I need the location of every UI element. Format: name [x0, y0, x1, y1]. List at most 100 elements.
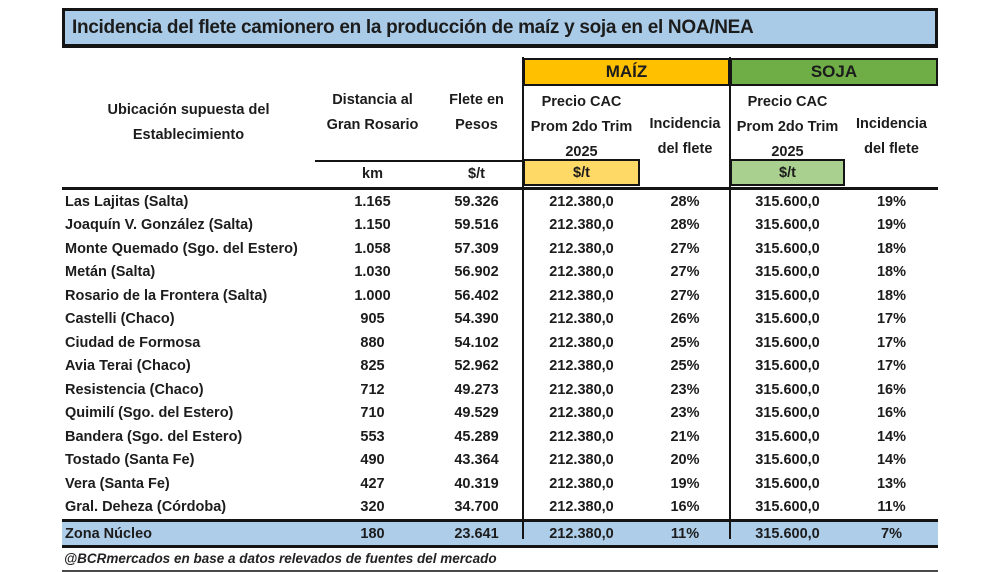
total-row-zona-nucleo: Zona Núcleo 180 23.641 212.380,0 11% 315… — [62, 519, 938, 548]
table-row: Tostado (Santa Fe) 490 43.364 212.380,0 … — [62, 449, 938, 473]
cell-location: Rosario de la Frontera (Salta) — [65, 287, 268, 304]
cell-soja-price: 315.600,0 — [755, 217, 820, 234]
cell-maiz-incidence: 19% — [670, 475, 700, 492]
cell-soja-price: 315.600,0 — [755, 358, 820, 375]
cell-location: Ciudad de Formosa — [65, 334, 201, 351]
cell-maiz-price: 212.380,0 — [549, 264, 614, 281]
table-row: Resistencia (Chaco) 712 49.273 212.380,0… — [62, 378, 938, 402]
table-row: Metán (Salta) 1.030 56.902 212.380,0 27%… — [62, 261, 938, 285]
freight-incidence-table: Incidencia del flete camionero en la pro… — [62, 8, 938, 572]
cell-soja-price: 315.600,0 — [755, 405, 820, 422]
cell-soja-incidence: 13% — [876, 475, 907, 492]
cell-maiz-price: 212.380,0 — [549, 334, 614, 351]
cell-distance: 427 — [360, 475, 385, 492]
cell-maiz-incidence: 16% — [670, 499, 700, 516]
cell-maiz-incidence: 20% — [670, 452, 700, 469]
table-row: Rosario de la Frontera (Salta) 1.000 56.… — [62, 284, 938, 308]
table-row: Vera (Santa Fe) 427 40.319 212.380,0 19%… — [62, 472, 938, 496]
cell-soja-price: 315.600,0 — [755, 287, 820, 304]
cell-maiz-incidence: 27% — [670, 240, 700, 257]
total-location: Zona Núcleo — [65, 525, 153, 542]
table-row: Gral. Deheza (Córdoba) 320 34.700 212.38… — [62, 496, 938, 520]
cell-distance: 1.030 — [354, 264, 391, 281]
table-row: Castelli (Chaco) 905 54.390 212.380,0 26… — [62, 308, 938, 332]
table-row: Joaquín V. González (Salta) 1.150 59.516… — [62, 214, 938, 238]
total-freight: 23.641 — [454, 525, 499, 542]
cell-soja-price: 315.600,0 — [755, 311, 820, 328]
cell-maiz-price: 212.380,0 — [549, 193, 614, 210]
cell-location: Las Lajitas (Salta) — [65, 193, 189, 210]
cell-maiz-incidence: 25% — [670, 358, 700, 375]
cell-maiz-price: 212.380,0 — [549, 499, 614, 516]
cell-location: Metán (Salta) — [65, 264, 156, 281]
column-header-maiz-incidence: Incidencia del flete — [649, 116, 721, 157]
cell-soja-incidence: 18% — [876, 287, 907, 304]
cell-soja-price: 315.600,0 — [755, 334, 820, 351]
cell-soja-price: 315.600,0 — [755, 193, 820, 210]
column-header-maiz-price: Precio CAC Prom 2do Trim 2025 — [530, 94, 633, 160]
cell-distance: 825 — [360, 358, 385, 375]
cell-soja-incidence: 17% — [876, 358, 907, 375]
cell-maiz-price: 212.380,0 — [549, 475, 614, 492]
cell-location: Resistencia (Chaco) — [65, 381, 204, 398]
cell-location: Gral. Deheza (Córdoba) — [65, 499, 227, 516]
cell-soja-price: 315.600,0 — [755, 428, 820, 445]
cell-maiz-incidence: 28% — [670, 217, 700, 234]
table-row: Avia Terai (Chaco) 825 52.962 212.380,0 … — [62, 355, 938, 379]
table-header: MAÍZ SOJA Ubicación supuesta del Estable… — [62, 48, 938, 190]
cell-maiz-incidence: 27% — [670, 287, 700, 304]
cell-freight: 57.309 — [454, 240, 499, 257]
cell-location: Tostado (Santa Fe) — [65, 452, 195, 469]
total-maiz-incidence: 11% — [670, 525, 700, 542]
table-row: Las Lajitas (Salta) 1.165 59.326 212.380… — [62, 190, 938, 214]
cell-soja-price: 315.600,0 — [755, 475, 820, 492]
cell-maiz-incidence: 27% — [670, 264, 700, 281]
cell-soja-incidence: 16% — [876, 381, 907, 398]
column-header-freight: Flete en Pesos — [449, 92, 504, 133]
cell-maiz-price: 212.380,0 — [549, 287, 614, 304]
soja-group-left-border — [729, 57, 731, 539]
cell-location: Bandera (Sgo. del Estero) — [65, 428, 243, 445]
cell-soja-incidence: 18% — [876, 264, 907, 281]
cell-distance: 1.165 — [354, 193, 391, 210]
cell-soja-incidence: 16% — [876, 405, 907, 422]
cell-location: Vera (Santa Fe) — [65, 475, 170, 492]
total-soja-price: 315.600,0 — [755, 525, 820, 542]
cell-soja-price: 315.600,0 — [755, 240, 820, 257]
cell-soja-incidence: 14% — [876, 428, 907, 445]
unit-soja-price: $/t — [730, 159, 845, 186]
cell-freight: 49.529 — [454, 405, 499, 422]
cell-maiz-price: 212.380,0 — [549, 405, 614, 422]
cell-distance: 320 — [360, 499, 385, 516]
page-title: Incidencia del flete camionero en la pro… — [62, 8, 938, 48]
total-soja-incidence: 7% — [881, 525, 902, 542]
cell-soja-incidence: 17% — [876, 334, 907, 351]
unit-freight: $/t — [468, 165, 485, 182]
cell-freight: 59.516 — [454, 217, 499, 234]
cell-location: Quimilí (Sgo. del Estero) — [65, 405, 234, 422]
cell-maiz-price: 212.380,0 — [549, 217, 614, 234]
cell-maiz-incidence: 21% — [670, 428, 700, 445]
unit-distance: km — [362, 165, 383, 182]
cell-distance: 1.150 — [354, 217, 391, 234]
cell-soja-incidence: 14% — [876, 452, 907, 469]
table-row: Quimilí (Sgo. del Estero) 710 49.529 212… — [62, 402, 938, 426]
cell-maiz-price: 212.380,0 — [549, 381, 614, 398]
cell-maiz-price: 212.380,0 — [549, 452, 614, 469]
cell-location: Monte Quemado (Sgo. del Estero) — [65, 240, 298, 257]
cell-freight: 54.102 — [454, 334, 499, 351]
cell-freight: 40.319 — [454, 475, 499, 492]
column-header-soja-incidence: Incidencia del flete — [856, 116, 927, 157]
cell-maiz-price: 212.380,0 — [549, 428, 614, 445]
cell-freight: 54.390 — [454, 311, 499, 328]
unit-maiz-price: $/t — [523, 159, 640, 186]
table-body: Las Lajitas (Salta) 1.165 59.326 212.380… — [62, 190, 938, 519]
soja-group-header: SOJA — [730, 58, 938, 86]
cell-distance: 490 — [360, 452, 385, 469]
cell-soja-price: 315.600,0 — [755, 381, 820, 398]
column-header-location: Ubicación supuesta del Establecimiento — [107, 102, 270, 143]
cell-maiz-incidence: 25% — [670, 334, 700, 351]
column-header-distance: Distancia al Gran Rosario — [326, 92, 419, 133]
cell-distance: 1.058 — [354, 240, 391, 257]
cell-freight: 49.273 — [454, 381, 499, 398]
